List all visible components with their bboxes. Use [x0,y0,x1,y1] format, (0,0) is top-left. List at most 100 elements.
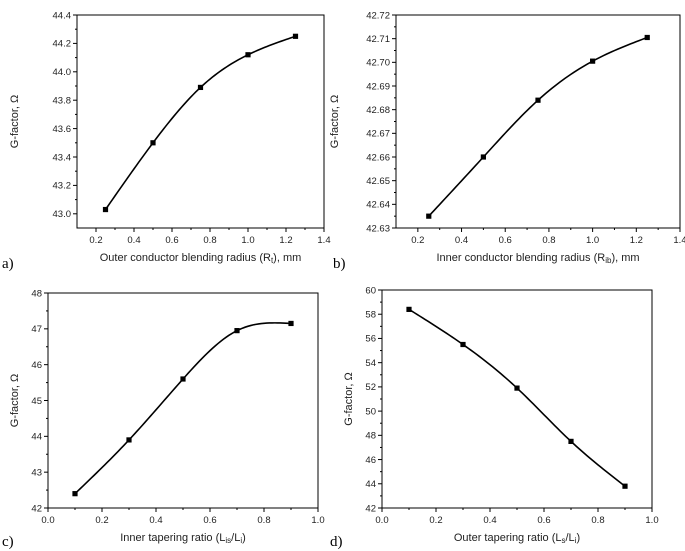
y-tick-label: 42.63 [366,223,390,234]
x-axis-label-part: ) [576,532,580,544]
x-axis-label-subscript: i [575,536,577,545]
x-axis-label-part: Outer tapering ratio (L [454,532,562,544]
y-tick-label: 46 [365,455,376,466]
panel-label: a) [2,256,14,272]
data-point [535,97,541,103]
y-tick-label: 43.8 [53,96,72,107]
x-tick-label: 0.8 [542,235,555,246]
x-tick-label: 0.6 [203,515,216,526]
x-tick-label: 0.4 [127,235,140,246]
x-tick-label: 1.4 [673,235,685,246]
y-tick-label: 48 [365,431,376,442]
x-tick-label: 1.2 [630,235,643,246]
data-point [234,328,240,334]
y-tick-label: 60 [365,285,376,296]
x-axis-label-subscript: i [240,536,242,545]
chart-panel-3: 0.0 0.2 0.4 0.6 0.8 1.0 42 43 44 45 46 47 48 G-factor… [2,288,325,550]
data-point [514,385,520,391]
x-tick-label: 0.4 [455,235,468,246]
x-axis-label-subscript: t [271,256,274,265]
y-tick-label: 44.0 [53,67,72,78]
x-tick-label: 0.6 [165,235,178,246]
plot-frame [395,14,681,229]
fit-curve [74,322,292,495]
y-axis-label: G-factor, Ω [329,95,341,148]
chart-panel-4: 0.0 0.2 0.4 0.6 0.8 1.0 42 44 46 48 50 52 54 56 58 60 G-… [330,285,659,550]
y-axis-label: G-factor, Ω [9,374,21,427]
x-axis-label-part: ), mm [273,252,301,264]
y-tick-label: 43.6 [53,124,72,135]
data-point [102,206,109,213]
y-tick-label: 42.72 [366,10,390,21]
data-point [72,491,78,497]
y-tick-label: 42.64 [366,200,390,211]
x-tick-label: 0.2 [411,235,424,246]
x-tick-label: 0.4 [149,515,162,526]
y-tick-label: 44 [365,479,376,490]
y-tick-label: 42 [31,503,42,514]
fit-curve [408,308,626,487]
x-tick-label: 1.0 [645,515,658,526]
data-point [644,34,650,41]
x-axis-label-subscript: s [561,536,565,545]
y-tick-label: 54 [365,358,376,369]
x-tick-label: 1.2 [279,235,292,246]
panel-label: b) [333,256,346,272]
plot-frame [76,14,325,229]
data-point [426,213,432,219]
chart-panel-1: 0.2 0.4 0.6 0.8 1.0 1.2 1.4 43.0 43.2 43.4 43.6 43.… [2,10,331,272]
y-tick-label: 42.65 [366,176,390,187]
y-tick-label: 47 [31,324,42,335]
x-axis-label: Outer tapering ratio (Ls/Li) [454,532,580,545]
x-tick-label: 0.6 [499,235,512,246]
x-axis-label-part: /L [565,532,574,544]
plot-frame [47,292,319,509]
y-tick-label: 43.4 [53,152,72,163]
y-tick-label: 44.2 [53,39,72,50]
data-point [622,483,628,489]
x-tick-label: 0.2 [429,515,442,526]
y-tick-label: 42 [365,503,376,514]
x-tick-label: 0.2 [89,235,102,246]
x-axis-label-subscript: ib [605,256,612,265]
x-tick-label: 0.6 [537,515,550,526]
data-point [406,306,412,312]
data-point [568,438,574,444]
y-tick-label: 56 [365,334,376,345]
data-point [480,154,486,160]
y-tick-label: 48 [31,288,42,299]
x-axis-label: Inner tapering ratio (Lis/Li) [120,532,246,545]
data-point [180,376,186,382]
data-point [150,140,156,146]
x-axis-label-part: ), mm [611,252,639,264]
y-tick-label: 42.66 [366,152,390,163]
x-tick-label: 0.0 [375,515,388,526]
y-tick-label: 42.70 [366,58,390,69]
y-tick-label: 44 [31,432,42,443]
y-tick-label: 46 [31,360,42,371]
x-tick-label: 0.2 [95,515,108,526]
data-point [292,33,299,39]
chart-panel-2: 0.2 0.4 0.6 0.8 1.0 1.2 1.4 42.63 42.64 42.65 42.6… [329,10,685,272]
data-point [288,320,294,327]
y-tick-label: 44.4 [53,10,72,21]
y-axis-label: G-factor, Ω [343,372,355,425]
data-point [590,58,596,64]
fit-curve [428,36,648,217]
x-tick-label: 1.0 [586,235,599,246]
panel-label: c) [2,534,14,550]
y-tick-label: 58 [365,310,376,321]
y-tick-label: 43 [31,467,42,478]
x-tick-label: 1.0 [241,235,254,246]
fit-curve [104,35,296,210]
data-point [460,341,466,348]
y-tick-label: 42.68 [366,105,390,116]
x-tick-label: 0.0 [41,515,54,526]
x-axis-label-part: Inner tapering ratio (L [120,532,225,544]
data-point [245,52,251,58]
x-axis-label-subscript: is [225,536,231,545]
y-tick-label: 43.0 [53,209,72,220]
y-tick-label: 52 [365,382,376,393]
y-tick-label: 50 [365,406,376,417]
